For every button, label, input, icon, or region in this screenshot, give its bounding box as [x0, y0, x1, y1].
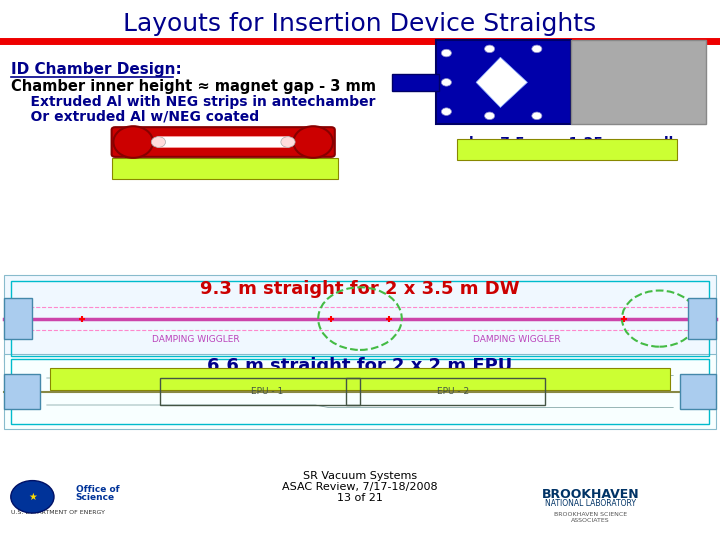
- Text: 9.3 m straight for 2 x 3.5 m DW: 9.3 m straight for 2 x 3.5 m DW: [200, 280, 520, 298]
- Circle shape: [281, 137, 295, 147]
- Text: U.S. DEPARTMENT OF ENERGY: U.S. DEPARTMENT OF ENERGY: [11, 510, 105, 516]
- Circle shape: [441, 78, 451, 86]
- FancyBboxPatch shape: [157, 137, 289, 147]
- Text: h = 7.5 mm, 1.25 mm wall: h = 7.5 mm, 1.25 mm wall: [469, 136, 673, 150]
- Bar: [11, 281, 709, 356]
- Text: ASSOCIATES: ASSOCIATES: [571, 518, 610, 523]
- Text: DAMPING WIGGLER: DAMPING WIGGLER: [473, 335, 561, 343]
- Circle shape: [485, 112, 495, 120]
- Circle shape: [151, 137, 166, 147]
- Bar: [457, 139, 677, 160]
- Text: Limited space for stand-alone ID BPMs: Limited space for stand-alone ID BPMs: [179, 370, 541, 388]
- Bar: [571, 40, 706, 124]
- Bar: [680, 374, 716, 409]
- Text: ESRF NEG coated chamber: ESRF NEG coated chamber: [111, 161, 339, 176]
- Bar: [4, 374, 40, 409]
- FancyBboxPatch shape: [112, 127, 335, 157]
- Bar: [50, 368, 670, 390]
- Bar: [4, 298, 32, 339]
- Text: APS ID chamber: APS ID chamber: [498, 142, 636, 157]
- Text: ★: ★: [28, 492, 37, 502]
- Text: 13 of 21: 13 of 21: [337, 493, 383, 503]
- Bar: [504, 467, 713, 526]
- Text: ID Chamber Design:: ID Chamber Design:: [11, 62, 181, 77]
- Bar: [436, 40, 570, 124]
- Text: EPU - 2: EPU - 2: [436, 387, 469, 396]
- Text: Or extruded Al w/NEG coated: Or extruded Al w/NEG coated: [11, 109, 259, 123]
- Ellipse shape: [293, 126, 333, 158]
- Text: ASAC Review, 7/17-18/2008: ASAC Review, 7/17-18/2008: [282, 482, 438, 492]
- Text: DAMPING WIGGLER: DAMPING WIGGLER: [152, 335, 240, 343]
- Bar: [4, 354, 716, 429]
- Text: Office of: Office of: [76, 485, 120, 494]
- Circle shape: [485, 45, 495, 53]
- Circle shape: [441, 108, 451, 116]
- Circle shape: [532, 45, 542, 53]
- Text: h = 8 x 57 mm, 1mm wall: h = 8 x 57 mm, 1mm wall: [125, 157, 322, 171]
- Text: Layouts for Insertion Device Straights: Layouts for Insertion Device Straights: [123, 12, 597, 36]
- Circle shape: [11, 481, 54, 513]
- Circle shape: [441, 49, 451, 57]
- Text: Science: Science: [76, 494, 114, 502]
- Bar: [112, 158, 338, 179]
- Text: NATIONAL LABORATORY: NATIONAL LABORATORY: [545, 499, 636, 508]
- Text: BROOKHAVEN: BROOKHAVEN: [541, 488, 639, 501]
- Text: Chamber inner height ≈ magnet gap - 3 mm: Chamber inner height ≈ magnet gap - 3 mm: [11, 79, 376, 94]
- Circle shape: [532, 112, 542, 120]
- FancyBboxPatch shape: [392, 74, 439, 91]
- Bar: [11, 359, 709, 424]
- Text: Extruded Al with NEG strips in antechamber: Extruded Al with NEG strips in antechamb…: [11, 94, 375, 109]
- Text: SR Vacuum Systems: SR Vacuum Systems: [303, 471, 417, 481]
- Text: EPU - 1: EPU - 1: [251, 387, 284, 396]
- Text: 6.6 m straight for 2 x 2 m EPU: 6.6 m straight for 2 x 2 m EPU: [207, 357, 513, 375]
- Bar: [4, 470, 162, 524]
- Polygon shape: [476, 57, 527, 107]
- Ellipse shape: [114, 126, 153, 158]
- Text: BROOKHAVEN SCIENCE: BROOKHAVEN SCIENCE: [554, 511, 627, 517]
- Bar: [4, 275, 716, 362]
- Bar: [161, 378, 360, 405]
- Bar: [346, 378, 545, 405]
- Bar: [688, 298, 716, 339]
